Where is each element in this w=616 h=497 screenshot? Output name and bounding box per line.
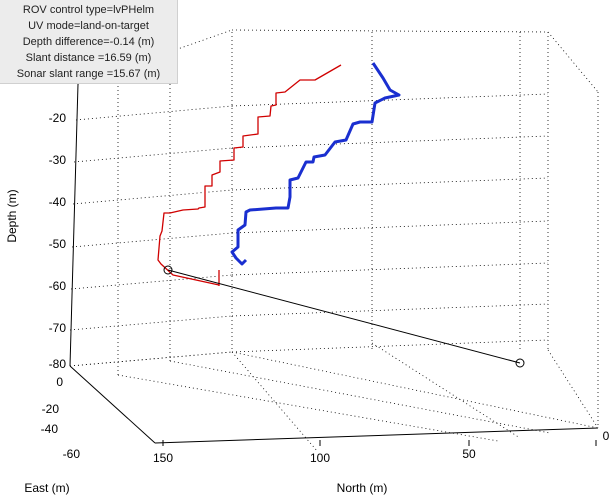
- top-edge-back: [231, 29, 549, 33]
- north-tick-label: 100: [310, 451, 330, 465]
- depth-tick-label: -30: [49, 153, 67, 167]
- info-slant-distance: Slant distance =16.59 (m): [25, 52, 152, 64]
- floor-gridline: [547, 349, 599, 429]
- depth-axis-label: Depth (m): [5, 189, 19, 242]
- north-tick-labels: 150 100 50 0: [153, 429, 610, 465]
- floor-gridline: [69, 351, 233, 367]
- east-tick-label: 0: [56, 375, 63, 389]
- depth-tick-label: -40: [49, 195, 67, 209]
- axes-box: [69, 83, 599, 446]
- depth-gridline-back: [231, 177, 549, 191]
- depth-gridline-side: [70, 274, 233, 290]
- floor-gridline: [117, 374, 499, 442]
- grid-lines: [69, 29, 599, 453]
- east-tick-label: -20: [42, 402, 60, 416]
- info-depth-difference: Depth difference=-0.14 (m): [22, 36, 155, 48]
- depth-gridline-back: [231, 262, 549, 276]
- floor-gridline: [169, 360, 551, 434]
- depth-gridline-back: [231, 93, 549, 107]
- depth-gridline-back: [231, 220, 549, 234]
- target-marker: [515, 358, 525, 368]
- target-link-line: [167, 269, 521, 364]
- depth-tick-label: -80: [49, 357, 67, 371]
- tracks: [157, 62, 525, 368]
- north-axis-line: [154, 427, 599, 444]
- rov-marker: [163, 265, 173, 275]
- depth-tick-label: -70: [49, 321, 67, 335]
- info-sonar-slant-range: Sonar slant range =15.67 (m): [16, 68, 161, 80]
- depth-gridline-back: [231, 303, 549, 317]
- depth-tick-label: -60: [49, 279, 67, 293]
- depth-gridline-side: [69, 315, 233, 331]
- depth-tick-label: -20: [49, 111, 67, 125]
- status-info-box: ROV control type=lvPHelm UV mode=land-on…: [0, 0, 178, 84]
- north-axis-label: North (m): [337, 481, 388, 495]
- depth-gridline-side: [72, 189, 233, 205]
- depth-gridline-back: [231, 135, 549, 149]
- right-top-edge: [547, 31, 599, 93]
- info-uv-mode: UV mode=land-on-target: [28, 20, 149, 32]
- east-tick-label: -40: [41, 422, 59, 436]
- info-rov-control-type: ROV control type=lvPHelm: [22, 4, 155, 16]
- east-tick-label: -60: [63, 447, 81, 461]
- east-tick-labels: 0 -20 -40 -60: [41, 375, 81, 461]
- north-tick-label: 150: [153, 451, 173, 465]
- depth-gridline-side: [73, 147, 233, 163]
- red-track: [157, 64, 342, 286]
- floor-gridline: [231, 351, 319, 453]
- depth-axis-line: [69, 83, 79, 367]
- depth-gridline-side: [75, 105, 233, 121]
- blue-track: [230, 62, 401, 266]
- east-axis-line: [69, 365, 156, 444]
- depth-tick-labels: -20 -30 -40 -50 -60 -70 -80: [49, 111, 67, 371]
- depth-gridline-back: [231, 339, 549, 353]
- north-tick-label: 50: [462, 447, 476, 461]
- east-axis-label: East (m): [24, 481, 69, 495]
- depth-tick-label: -50: [49, 237, 67, 251]
- north-tick-label: 0: [603, 429, 610, 443]
- floor-gridline: [231, 351, 599, 429]
- depth-gridline-side: [71, 232, 233, 248]
